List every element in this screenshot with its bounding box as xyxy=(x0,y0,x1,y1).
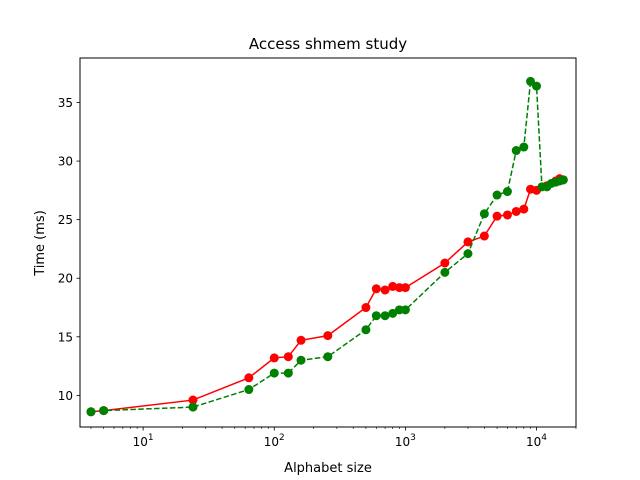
series-1-point xyxy=(283,352,293,362)
series-2-point xyxy=(558,175,568,185)
y-tick-label: 15 xyxy=(58,330,73,344)
series-1-point xyxy=(479,231,489,241)
series-2-point xyxy=(479,209,489,219)
series-2-point xyxy=(440,267,450,277)
series-2-point xyxy=(99,406,109,416)
series-2-point xyxy=(511,146,521,156)
series-1-point xyxy=(492,211,502,221)
y-axis: 10 15 20 25 30 35 xyxy=(58,96,80,403)
series-1-point xyxy=(361,303,371,313)
series-1-point xyxy=(371,284,381,294)
plot-series xyxy=(86,76,568,417)
series-1-point xyxy=(502,210,512,220)
series-1-point xyxy=(323,331,333,341)
y-tick-label: 20 xyxy=(58,272,73,286)
axes-frame xyxy=(79,57,577,428)
series-2-point xyxy=(532,81,542,91)
series-2-point xyxy=(269,368,279,378)
series-1-point xyxy=(188,395,198,405)
series-2-point xyxy=(463,249,473,259)
y-tick-label: 35 xyxy=(58,96,73,110)
series-1-point xyxy=(269,353,279,363)
series-2-point xyxy=(400,305,410,315)
series-2-point xyxy=(244,385,254,395)
series-1-point xyxy=(400,283,410,293)
x-axis-label: Alphabet size xyxy=(284,461,372,476)
series-1-point xyxy=(440,258,450,268)
series-2-point xyxy=(86,407,96,417)
series-2-point xyxy=(502,187,512,197)
series-2-point xyxy=(296,355,306,365)
series-1-point xyxy=(463,237,473,247)
series-2-point xyxy=(388,308,398,318)
y-tick-label: 25 xyxy=(58,213,73,227)
chart-title: Access shmem study xyxy=(249,35,407,53)
series-2-point xyxy=(371,311,381,321)
series-1-point xyxy=(519,204,529,214)
series-1-point xyxy=(511,206,521,216)
series-2-point xyxy=(519,142,529,152)
x-tick-label: 101 xyxy=(133,433,154,449)
series-1-point xyxy=(380,285,390,295)
series-1-point xyxy=(244,373,254,383)
x-tick-label: 104 xyxy=(526,433,547,449)
series-2-point xyxy=(283,368,293,378)
y-tick-label: 30 xyxy=(58,155,73,169)
series-2-point xyxy=(323,352,333,362)
x-tick-label: 102 xyxy=(264,433,285,449)
series-2-point xyxy=(380,311,390,321)
y-tick-label: 10 xyxy=(58,389,73,403)
series-2-point xyxy=(492,190,502,200)
series-1-point xyxy=(296,335,306,345)
series-2-point xyxy=(188,402,198,412)
y-axis-label: Time (ms) xyxy=(33,210,48,277)
series-2-point xyxy=(361,325,371,335)
series-1-point xyxy=(388,281,398,291)
x-tick-label: 103 xyxy=(395,433,416,449)
x-axis: 101 102 103 104 xyxy=(90,427,577,449)
